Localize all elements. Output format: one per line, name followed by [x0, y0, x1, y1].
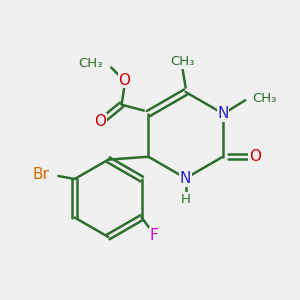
Text: H: H: [181, 193, 190, 206]
Text: N: N: [180, 171, 191, 186]
Text: O: O: [249, 149, 261, 164]
Text: O: O: [94, 114, 106, 129]
Text: F: F: [150, 228, 158, 243]
Text: N: N: [217, 106, 229, 121]
Text: Br: Br: [33, 167, 50, 182]
Text: CH₃: CH₃: [79, 57, 103, 70]
Text: O: O: [118, 73, 130, 88]
Text: CH₃: CH₃: [170, 55, 195, 68]
Text: CH₃: CH₃: [253, 92, 277, 105]
